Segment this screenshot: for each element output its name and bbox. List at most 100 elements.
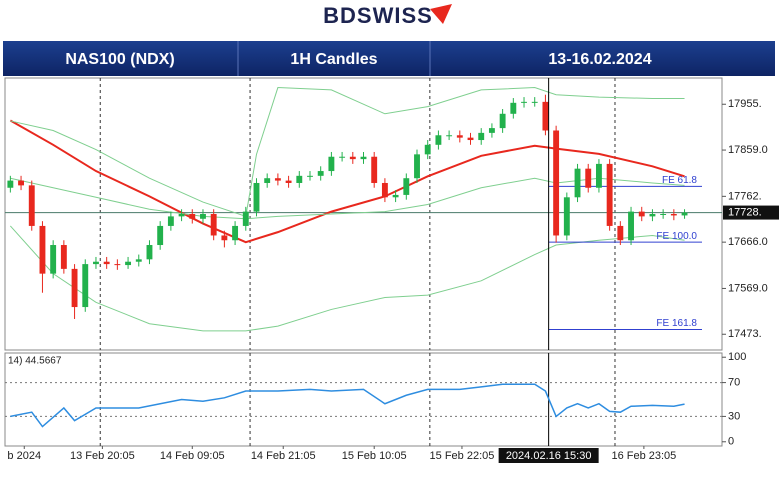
candle-body	[531, 101, 538, 103]
rsi-line	[10, 383, 685, 428]
x-tick-label: b 2024	[7, 450, 41, 462]
candle-body	[403, 178, 410, 195]
dates: 13-16.02.2024	[548, 51, 651, 68]
candle-body	[60, 245, 67, 269]
timeframe: 1H Candles	[290, 51, 377, 68]
candle-body	[542, 101, 549, 131]
fibonacci-label: FE 61.8	[662, 175, 697, 186]
candle-body	[660, 214, 667, 215]
candle-body	[253, 182, 260, 212]
candle-body	[574, 168, 581, 198]
candle-body	[39, 225, 46, 274]
rsi-tick-label: 70	[728, 376, 740, 388]
candle-body	[371, 156, 378, 183]
x-tick-label: 16 Feb 23:05	[611, 450, 676, 462]
y-tick-label: 17955.	[728, 98, 762, 110]
y-tick-label: 17569.0	[728, 282, 768, 294]
rsi-label: 14) 44.5667	[8, 356, 62, 367]
candle-body	[585, 168, 592, 188]
candle-body	[339, 156, 346, 158]
candle-body	[328, 156, 335, 172]
candle-body	[478, 132, 485, 141]
cursor-box	[498, 448, 599, 463]
candle-body	[274, 178, 281, 181]
candle-body	[7, 180, 14, 188]
candle-body	[595, 163, 602, 188]
candle-body	[606, 163, 613, 226]
candle-body	[617, 225, 624, 241]
candle-body	[521, 101, 527, 103]
rsi-tick-label: 0	[728, 436, 734, 448]
candle-body	[285, 180, 292, 183]
candle-body	[628, 211, 634, 241]
rsi-tick-label: 30	[728, 410, 740, 422]
current-price-label: 17728.	[728, 206, 762, 218]
candle-body	[307, 175, 313, 177]
candle-body	[200, 214, 206, 219]
title-bar	[3, 41, 775, 76]
candle-body	[499, 113, 506, 129]
x-tick-label: 14 Feb 21:05	[251, 450, 316, 462]
candle-body	[93, 261, 99, 265]
candle-body	[178, 214, 185, 217]
fibonacci-label: FE 100.0	[656, 231, 697, 242]
y-tick-label: 17473.	[728, 328, 762, 340]
candle-body	[135, 259, 142, 262]
candle-body	[649, 214, 656, 217]
y-tick-label: 17859.0	[728, 144, 768, 156]
y-tick-label: 17666.0	[728, 236, 768, 248]
candle-body	[563, 197, 570, 236]
candle-body	[317, 171, 324, 176]
candle-body	[103, 261, 110, 265]
candle-body	[146, 245, 153, 260]
current-price-box	[723, 205, 779, 220]
candle-body	[553, 130, 560, 236]
candle-body	[18, 180, 24, 186]
candle-body	[456, 135, 463, 138]
candle-body	[232, 225, 239, 241]
indicator-line	[10, 87, 685, 218]
x-tick-label: 15 Feb 22:05	[430, 450, 495, 462]
y-tick-label: 17762.	[728, 190, 762, 202]
candle-body	[296, 175, 303, 183]
instrument: NAS100 (NDX)	[65, 51, 174, 68]
candle-body	[264, 178, 271, 183]
candle-body	[242, 211, 249, 226]
candle-body	[414, 154, 420, 179]
candle-body	[189, 214, 196, 219]
candle-body	[125, 261, 132, 266]
candle-body	[221, 235, 228, 241]
candle-body	[392, 194, 399, 198]
main-panel	[4, 77, 723, 351]
candle-body	[114, 264, 121, 266]
candle-body	[638, 211, 645, 217]
candle-body	[467, 137, 474, 141]
candle-body	[349, 156, 356, 160]
logo: BDSWISS	[323, 3, 433, 28]
logo-mark	[430, 4, 452, 24]
rsi-tick-label: 100	[728, 351, 746, 363]
candle-body	[360, 156, 367, 160]
candle-body	[210, 214, 217, 236]
candle-body	[157, 225, 164, 246]
x-tick-label: 14 Feb 09:05	[160, 450, 225, 462]
candle-body	[50, 245, 57, 274]
candle-body	[446, 135, 453, 137]
candle-body	[488, 128, 495, 133]
x-tick-label: 15 Feb 10:05	[342, 450, 407, 462]
candle-body	[670, 214, 677, 216]
candle-body	[510, 102, 517, 114]
indicator-line	[9, 119, 685, 244]
candle-body	[28, 185, 35, 226]
cursor-label: 2024.02.16 15:30	[506, 450, 592, 462]
candle-body	[82, 264, 89, 308]
candle-body	[435, 135, 442, 145]
x-tick-label: 13 Feb 20:05	[70, 450, 135, 462]
fibonacci-label: FE 161.8	[656, 318, 697, 329]
candle-body	[167, 216, 174, 226]
candle-body	[381, 182, 388, 198]
rsi-panel	[4, 352, 723, 447]
candle-body	[71, 268, 78, 308]
candle-body	[681, 212, 688, 216]
